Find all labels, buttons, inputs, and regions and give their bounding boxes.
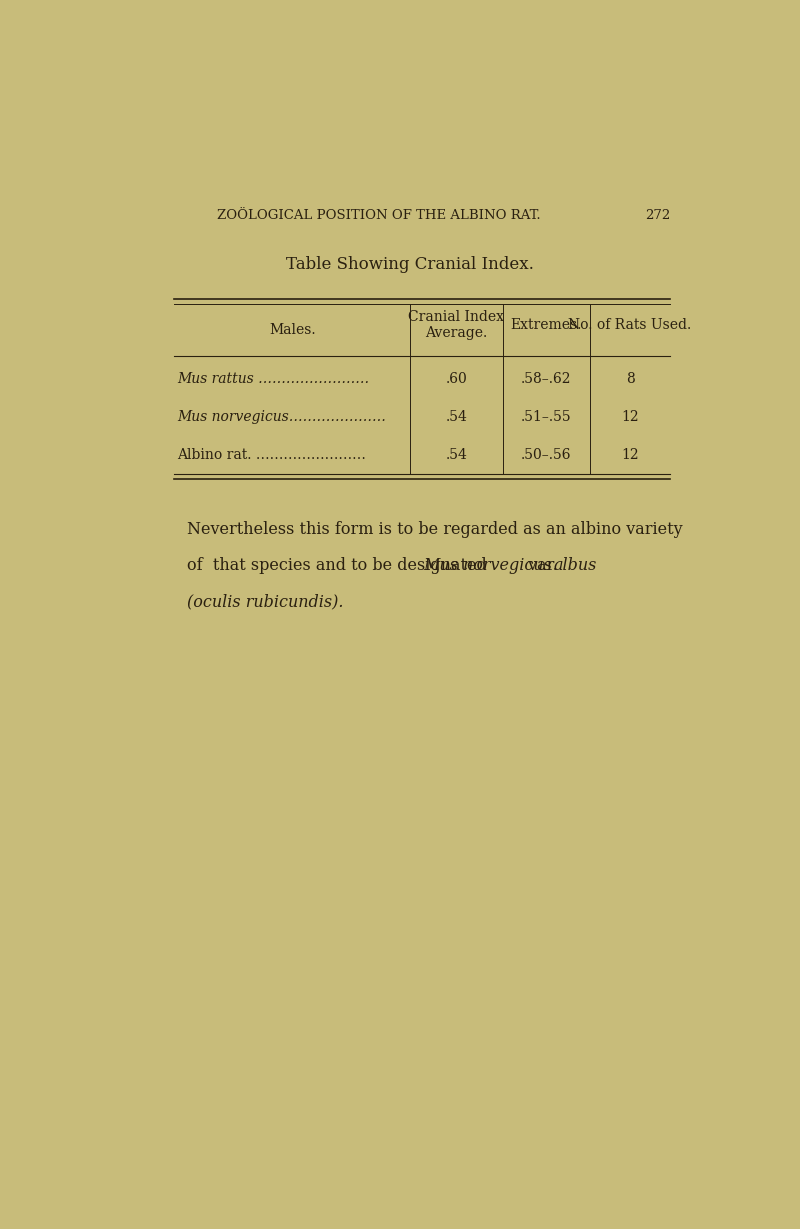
Text: var.: var. [523,557,563,574]
Text: of  that species and to be designated: of that species and to be designated [187,557,492,574]
Text: .58–.62: .58–.62 [521,372,572,386]
Text: 12: 12 [622,410,639,424]
Text: Table Showing Cranial Index.: Table Showing Cranial Index. [286,257,534,273]
Text: 12: 12 [622,449,639,462]
Text: Cranial Index
Average.: Cranial Index Average. [409,310,505,340]
Text: .51–.55: .51–.55 [521,410,572,424]
Text: 272: 272 [645,209,670,222]
Text: Males.: Males. [269,323,315,337]
Text: Mus norvegicus…………………: Mus norvegicus………………… [178,410,386,424]
Text: albus: albus [554,557,598,574]
Text: .50–.56: .50–.56 [521,449,572,462]
Text: (oculis rubicundis).: (oculis rubicundis). [187,594,343,611]
Text: .60: .60 [446,372,467,386]
Text: 8: 8 [626,372,634,386]
Text: .54: .54 [446,410,467,424]
Text: .54: .54 [446,449,467,462]
Text: Extremes.: Extremes. [510,318,582,332]
Text: No. of Rats Used.: No. of Rats Used. [569,318,692,332]
Text: Nevertheless this form is to be regarded as an albino variety: Nevertheless this form is to be regarded… [187,521,682,538]
Text: ZOÖLOGICAL POSITION OF THE ALBINO RAT.: ZOÖLOGICAL POSITION OF THE ALBINO RAT. [217,209,541,222]
Text: Mus norvegicus: Mus norvegicus [423,557,552,574]
Text: Albino rat. ……………………: Albino rat. …………………… [178,449,366,462]
Text: Mus rattus ……………………: Mus rattus …………………… [178,372,370,386]
